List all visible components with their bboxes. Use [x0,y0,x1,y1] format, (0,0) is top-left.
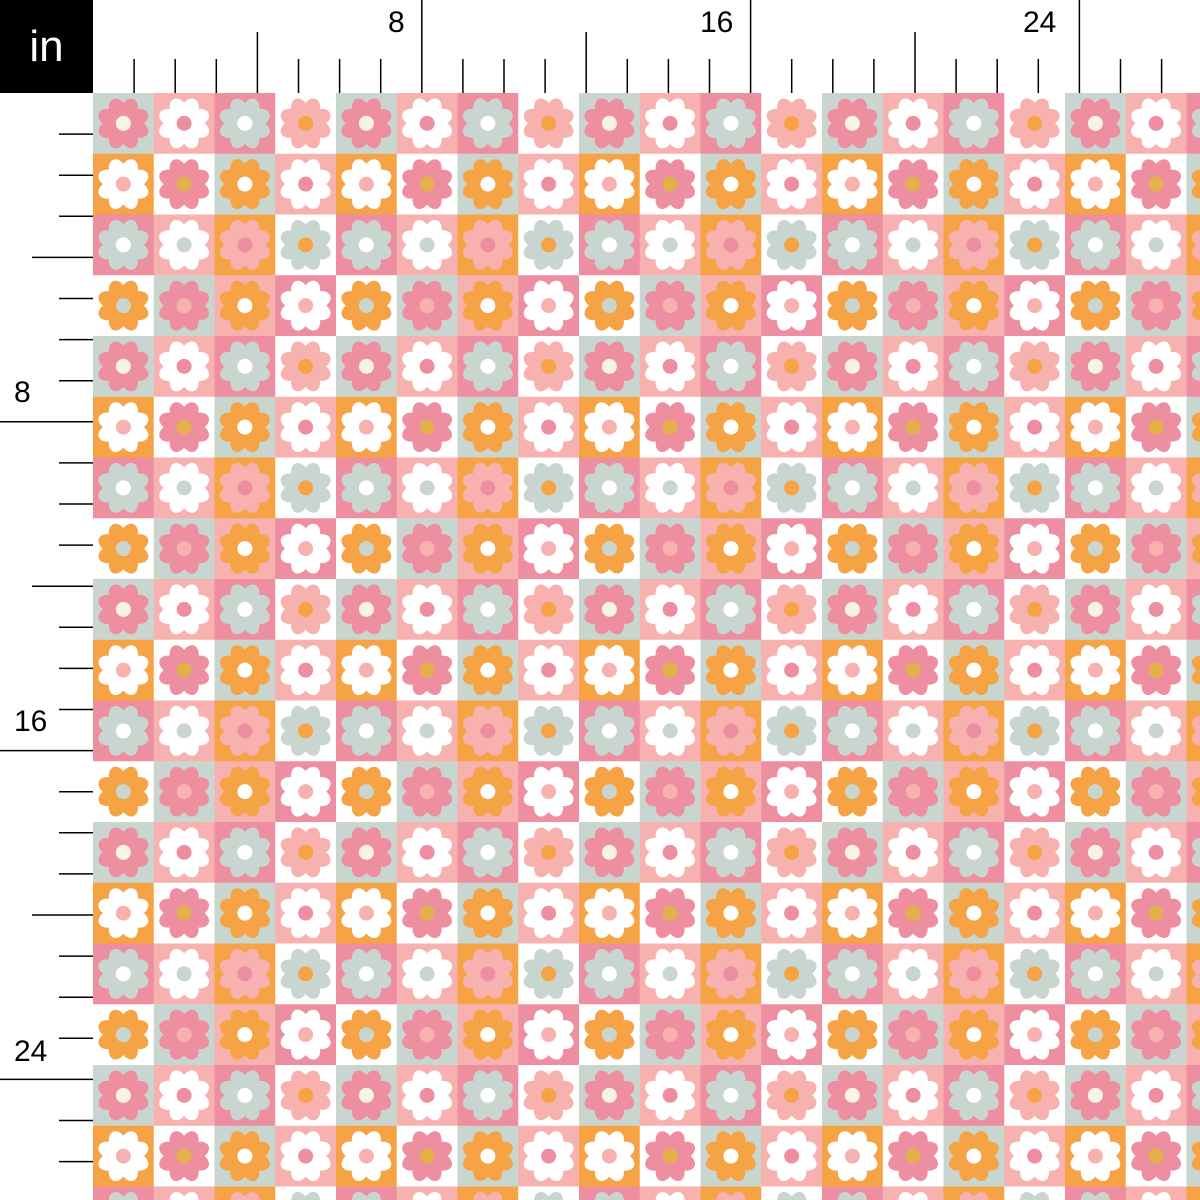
daisy-tile [153,153,216,216]
daisy-flower [159,159,210,210]
daisy-tile [396,93,459,155]
daisy-flower [948,98,999,149]
daisy-flower [219,98,270,149]
left-ruler-label-24: 24 [14,1035,48,1068]
daisy-flower [766,98,817,149]
daisy-flower [1191,108,1200,138]
unit-label: in [0,0,93,93]
daisy-tile [518,93,580,155]
daisy-flower [341,98,392,149]
flower-center [784,115,800,131]
daisy-flower [827,98,878,149]
flower-center [237,115,253,131]
flower-center [176,176,192,192]
daisy-tile [1004,93,1066,155]
daisy-tile [153,93,216,155]
flower-center [115,115,131,131]
flower-center [541,115,557,131]
daisy-checker-pattern [93,93,1200,1200]
flower-center [844,115,860,131]
daisy-flower [1070,98,1121,149]
top-ruler-label-8: 8 [388,6,405,39]
flower-center [723,115,739,131]
flower-center [115,176,131,192]
daisy-flower [523,98,574,149]
daisy-flower [1009,98,1060,149]
daisy-tile [457,93,519,155]
daisy-tile [214,153,276,216]
daisy-flower [584,98,635,149]
flower-center [176,115,192,131]
daisy-tile [1065,93,1127,155]
left-ruler-label-16: 16 [14,705,48,738]
daisy-flower [219,159,270,210]
daisy-tile [275,93,337,155]
daisy-tile [700,93,762,155]
daisy-flower [159,98,210,149]
daisy-flower [462,98,513,149]
flower-center [662,115,678,131]
daisy-flower [402,98,453,149]
daisy-tile [93,153,155,216]
daisy-tile [93,93,155,155]
petal [1191,108,1200,128]
flower-center [1148,115,1164,131]
flower-center [966,115,982,131]
flower-center [358,115,374,131]
flower-center [905,115,921,131]
daisy-tile [761,93,823,155]
flower-center [1087,115,1103,131]
daisy-tile [1186,93,1200,155]
daisy-flower [705,98,756,149]
daisy-tile [214,93,276,155]
flower-center [298,115,314,131]
flower-center [480,115,496,131]
daisy-flower [280,98,331,149]
flower-center [419,115,435,131]
daisy-tile [882,93,945,155]
daisy-tile [579,93,641,155]
daisy-tile [943,93,1005,155]
daisy-tile [336,93,398,155]
daisy-flower [1131,98,1182,149]
daisy-flower [98,159,149,210]
top-ruler-label-16: 16 [700,6,734,39]
flower-center [1027,115,1043,131]
top-ruler-label-24: 24 [1023,6,1057,39]
daisy-flower [645,98,696,149]
left-ruler-label-8: 8 [14,376,31,409]
flower-center [601,115,617,131]
tile-background [1186,93,1200,155]
daisy-tile [639,93,702,155]
daisy-flower [888,98,939,149]
daisy-tile [1125,93,1188,155]
daisy-flower [98,98,149,149]
daisy-tile [822,93,884,155]
